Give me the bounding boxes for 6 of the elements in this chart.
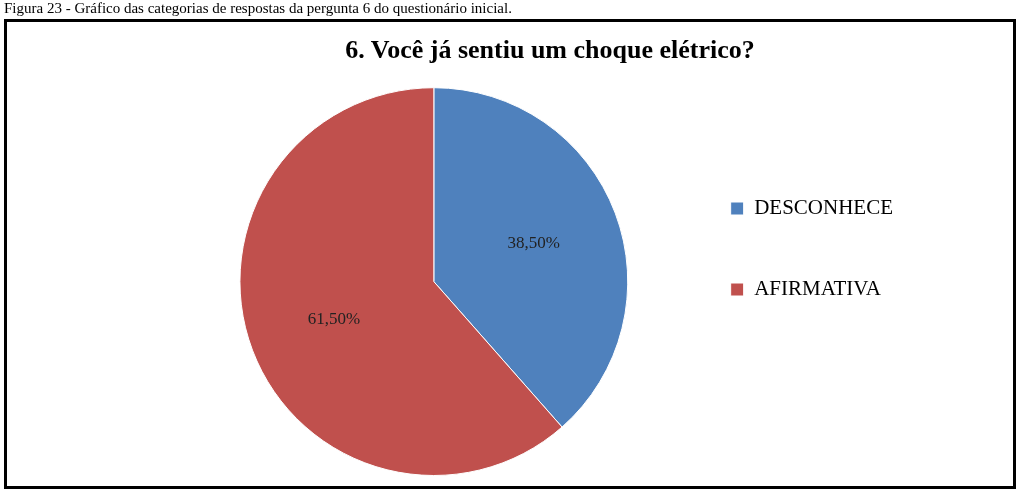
legend-label: AFIRMATIVA xyxy=(754,276,882,301)
legend-label: DESCONHECE xyxy=(754,195,894,220)
text: Figura 23 - Gráfico das categorias de respostas da pergunta 6 do questionário inicial. xyxy=(4,0,512,17)
chart-title: 6. Você já sentiu um choque elétrico? xyxy=(345,35,755,65)
data-label: 38,50% xyxy=(507,233,560,253)
data-label: 61,50% xyxy=(307,308,361,328)
